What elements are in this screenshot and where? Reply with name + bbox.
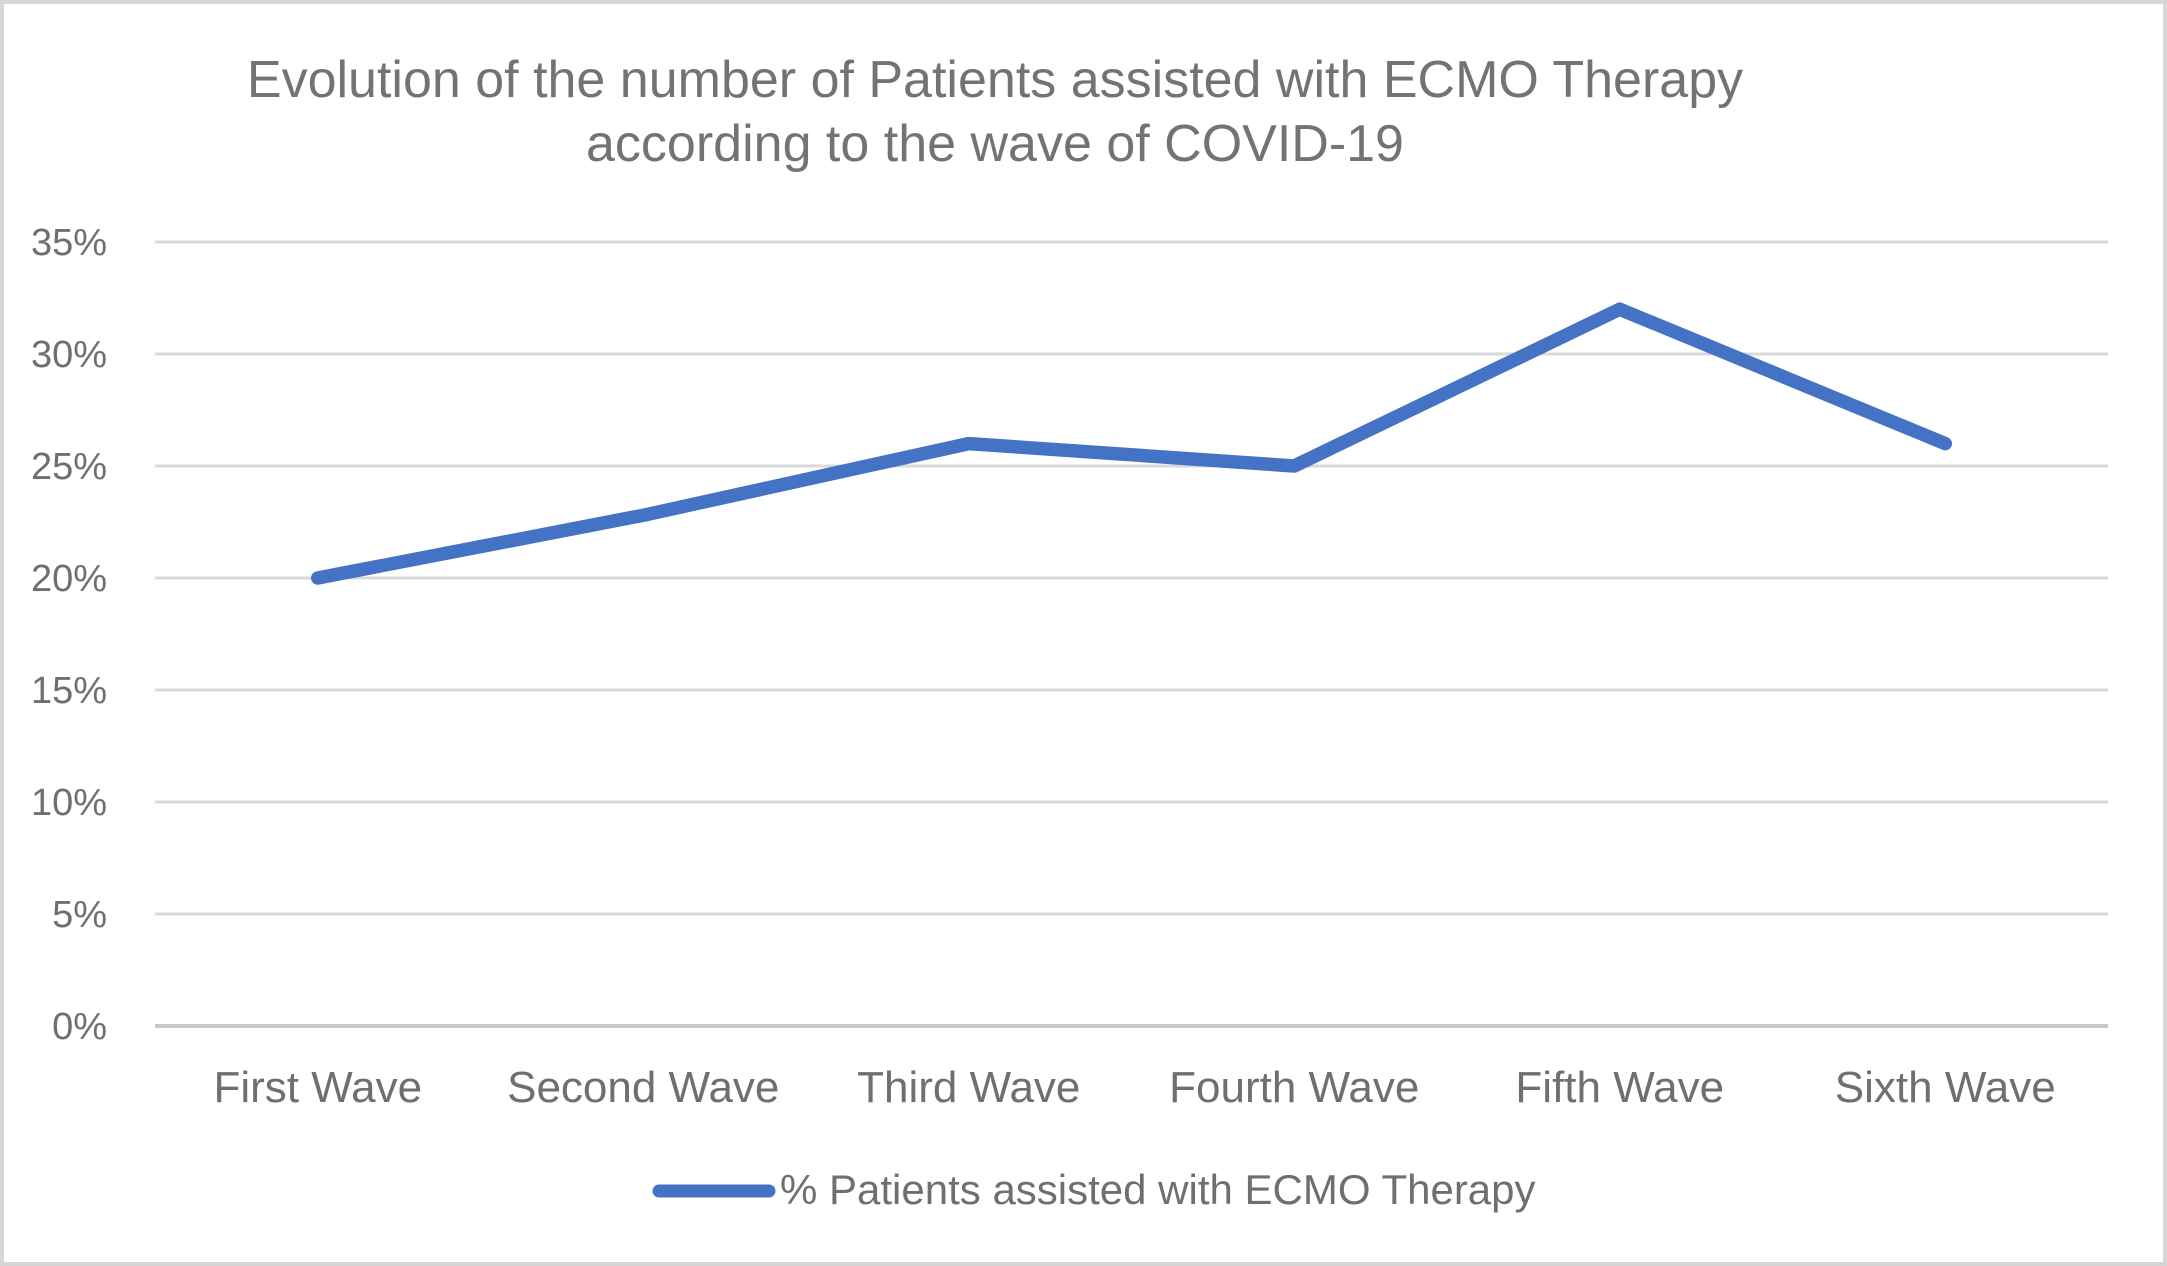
data-line-series [311, 302, 1952, 585]
x-category-label: First Wave [213, 1063, 422, 1112]
y-tick-label: 25% [31, 446, 107, 488]
chart-title-line2: according to the wave of COVID-19 [586, 115, 1404, 173]
y-tick-label: 35% [31, 222, 107, 264]
y-tick-label: 0% [52, 1006, 107, 1048]
y-tick-label: 15% [31, 670, 107, 712]
plot-area: 0% 5% 10% 15% 20% 25% 30% 35% First Wave Second W… [31, 222, 2108, 1112]
legend-label: % Patients assisted with ECMO Therapy [780, 1166, 1536, 1213]
x-category-label: Fourth Wave [1169, 1063, 1419, 1112]
y-tick-label: 10% [31, 782, 107, 824]
x-category-label: Sixth Wave [1835, 1063, 2056, 1112]
x-category-label: Third Wave [857, 1063, 1080, 1112]
x-category-label: Fifth Wave [1515, 1063, 1724, 1112]
legend: % Patients assisted with ECMO Therapy [652, 1166, 1536, 1213]
chart-title-line1: Evolution of the number of Patients assi… [247, 51, 1743, 109]
x-category-label: Second Wave [507, 1063, 779, 1112]
y-tick-label: 30% [31, 334, 107, 376]
y-tick-label: 20% [31, 558, 107, 600]
y-tick-label: 5% [52, 894, 107, 936]
